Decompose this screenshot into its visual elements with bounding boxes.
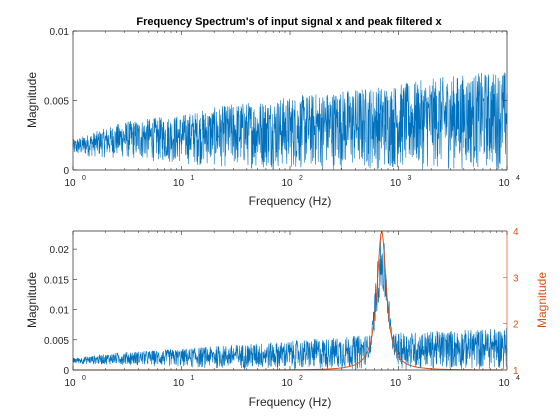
- x-tick-exponent: 2: [299, 375, 303, 382]
- right-y-tick-label: 2: [513, 320, 519, 331]
- x-tick-label: 10: [173, 178, 185, 189]
- top-x-ticks: 10 0 10 1 10 2 10 3 10 4: [64, 31, 520, 189]
- top-chart-title: Frequency Spectrum's of input signal x a…: [136, 16, 442, 28]
- y-tick-label: 0: [63, 366, 69, 377]
- top-plot-area: [73, 31, 507, 170]
- bot-spectrum-line: [72, 236, 508, 370]
- x-tick-exponent: 2: [299, 175, 303, 182]
- x-tick-exponent: 0: [82, 375, 86, 382]
- y-tick-label: 0.02: [50, 245, 70, 256]
- x-tick-exponent: 4: [516, 375, 520, 382]
- bottom-y-ticks: 0 0.005 0.01 0.015 0.02: [44, 245, 77, 377]
- y-tick-label: 0.01: [50, 27, 70, 38]
- x-tick-exponent: 3: [408, 175, 412, 182]
- bottom-x-axis-label: Frequency (Hz): [249, 395, 332, 409]
- x-tick-exponent: 1: [191, 375, 195, 382]
- y-tick-label: 0.01: [50, 306, 70, 317]
- x-tick-label: 10: [390, 378, 402, 389]
- top-x-axis-label: Frequency (Hz): [249, 194, 332, 208]
- x-tick-exponent: 0: [82, 175, 86, 182]
- x-tick-label: 10: [498, 178, 510, 189]
- y-tick-label: 0.015: [44, 275, 69, 286]
- bottom-right-y-ticks: 1 2 3 4: [503, 227, 519, 377]
- x-tick-exponent: 4: [516, 175, 520, 182]
- bottom-spectrum-series: [72, 236, 508, 370]
- right-y-tick-label: 4: [513, 227, 519, 238]
- y-tick-label: 0.005: [44, 336, 69, 347]
- top-spectrum-series: [72, 72, 508, 170]
- right-y-tick-label: 3: [513, 273, 519, 284]
- x-tick-label: 10: [498, 378, 510, 389]
- x-tick-label: 10: [281, 378, 293, 389]
- y-tick-label: 0: [63, 166, 69, 177]
- x-tick-exponent: 1: [191, 175, 195, 182]
- top-y-ticks: 0 0.005 0.01: [44, 27, 507, 177]
- bottom-x-ticks: 10 0 10 1 10 2 10 3 10 4: [64, 231, 520, 389]
- bottom-right-y-axis-label: Magnitude: [535, 272, 549, 328]
- bottom-y-axis-label: Magnitude: [25, 272, 39, 328]
- x-tick-label: 10: [390, 178, 402, 189]
- top-spectrum-line: [72, 72, 508, 170]
- x-tick-label: 10: [173, 378, 185, 389]
- y-tick-label: 0.005: [44, 97, 69, 108]
- x-tick-exponent: 3: [408, 375, 412, 382]
- x-tick-label: 10: [64, 378, 76, 389]
- right-y-tick-label: 1: [513, 366, 519, 377]
- top-chart: Frequency Spectrum's of input signal x a…: [25, 16, 520, 208]
- x-tick-label: 10: [64, 178, 76, 189]
- top-y-axis-label: Magnitude: [25, 72, 39, 128]
- x-tick-label: 10: [281, 178, 293, 189]
